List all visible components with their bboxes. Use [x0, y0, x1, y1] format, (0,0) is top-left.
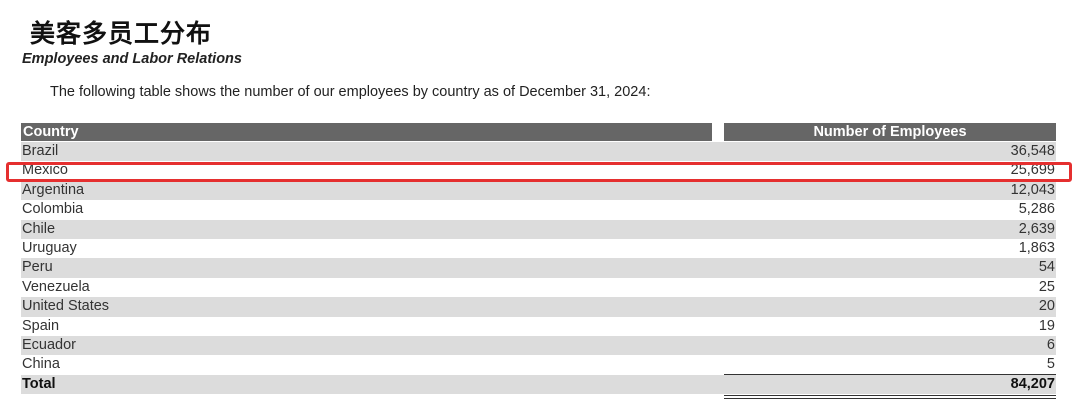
country-cell: Brazil	[22, 143, 59, 159]
header-number-of-employees: Number of Employees	[724, 123, 1056, 141]
employees-cell: 1,863	[1018, 239, 1055, 256]
table-total-row: Total 84,207	[21, 373, 1056, 399]
total-value: 84,207	[1010, 375, 1055, 392]
employees-cell: 36,548	[1010, 143, 1055, 159]
table-row: Argentina 12,043	[21, 180, 1056, 201]
table-row: China 5	[21, 355, 1056, 374]
employees-table: Country Number of Employees Brazil 36,54…	[21, 123, 1056, 399]
country-cell: Argentina	[22, 181, 85, 198]
employees-cell: 12,043	[1010, 181, 1055, 198]
employees-cell: 19	[1038, 317, 1055, 334]
country-cell: Spain	[22, 317, 60, 334]
header-country: Country	[21, 123, 712, 141]
table-row: Chile 2,639	[21, 219, 1056, 239]
table-row: Venezuela 25	[21, 278, 1056, 297]
employees-cell: 5	[1046, 356, 1055, 373]
table-row: Brazil 36,548	[21, 142, 1056, 162]
country-cell: Ecuador	[22, 336, 77, 353]
employees-cell: 25	[1038, 278, 1055, 295]
section-subtitle: Employees and Labor Relations	[22, 51, 242, 67]
country-cell: China	[22, 356, 60, 373]
total-rule-top	[724, 373, 1056, 375]
intro-paragraph: The following table shows the number of …	[50, 84, 651, 100]
country-cell: Chile	[22, 220, 56, 237]
table-row: Peru 54	[21, 258, 1056, 278]
country-cell: Venezuela	[22, 278, 90, 295]
total-label: Total	[22, 375, 56, 392]
country-cell: Mexico	[22, 162, 68, 179]
country-cell: Colombia	[22, 201, 84, 218]
employees-cell: 2,639	[1018, 220, 1055, 237]
table-row: Ecuador 6	[21, 335, 1056, 356]
country-cell: United States	[22, 298, 110, 315]
table-row: Mexico 25,699	[21, 161, 1056, 180]
employees-cell: 25,699	[1010, 162, 1055, 179]
table-header-row: Country Number of Employees	[21, 123, 1056, 141]
table-row: Spain 19	[21, 317, 1056, 336]
table-row: Uruguay 1,863	[21, 239, 1056, 258]
mexico-row-highlight	[6, 162, 1072, 182]
page-title: 美客多员工分布	[30, 19, 213, 48]
employees-cell: 6	[1046, 336, 1055, 353]
total-double-rule	[724, 394, 1056, 399]
country-cell: Peru	[22, 259, 53, 276]
country-cell: Uruguay	[22, 239, 77, 256]
employees-cell: 5,286	[1018, 201, 1055, 218]
employees-cell: 54	[1038, 259, 1055, 276]
table-row: United States 20	[21, 297, 1056, 317]
employees-cell: 20	[1038, 298, 1055, 315]
table-row: Colombia 5,286	[21, 200, 1056, 219]
